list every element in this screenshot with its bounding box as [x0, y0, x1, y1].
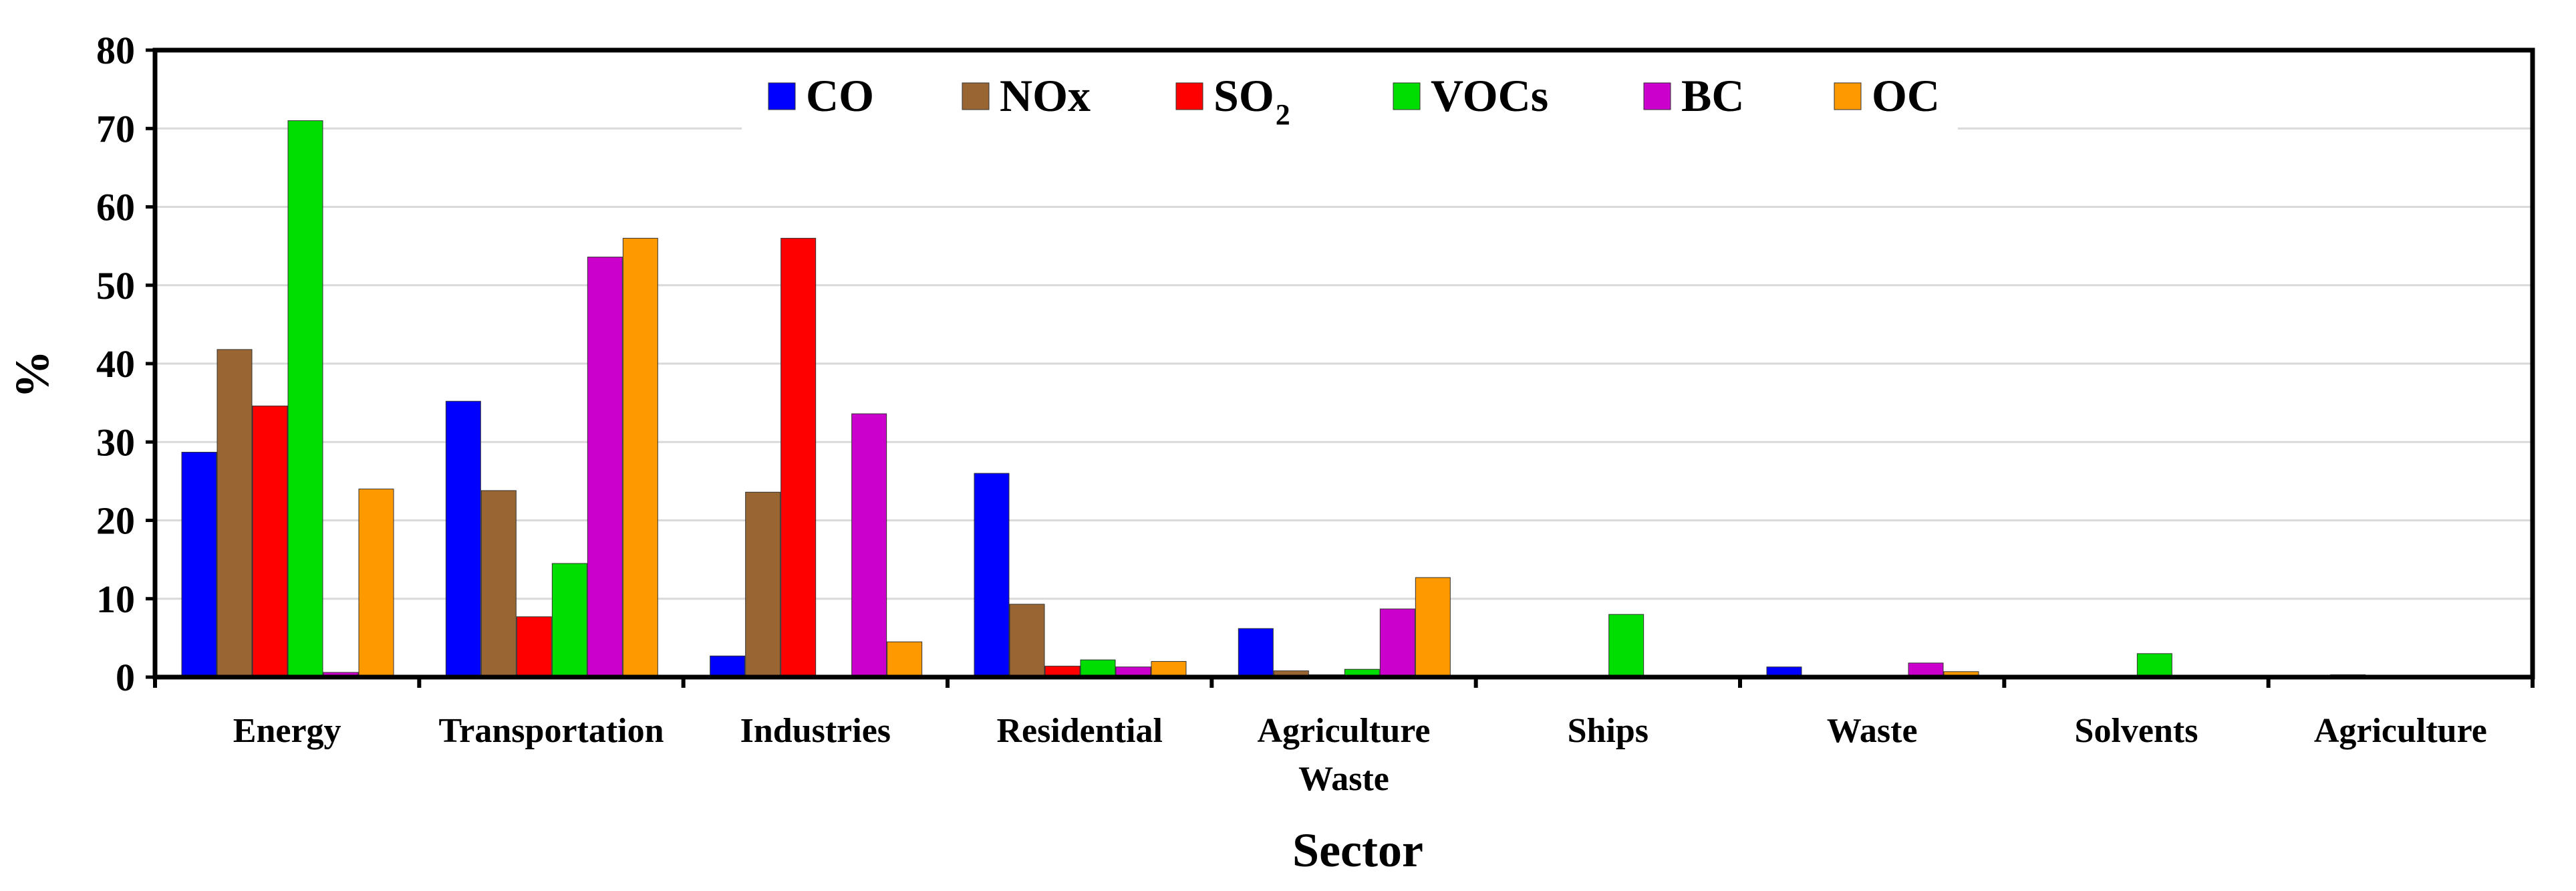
legend-label-vocs: VOCs [1431, 70, 1548, 121]
bar-nox-0 [217, 349, 253, 678]
y-tick-label: 70 [96, 107, 135, 150]
bar-vocs-7 [2136, 653, 2172, 678]
bars [181, 120, 2366, 678]
legend-label-oc: OC [1872, 70, 1940, 121]
x-tick-label: Industries [740, 712, 891, 750]
legend-swatch-bc [1643, 82, 1671, 110]
legend-label-subscript: 2 [1276, 98, 1290, 131]
x-tick-label: Solvents [2075, 712, 2198, 750]
y-tick-label: 30 [96, 420, 135, 464]
legend-swatch-vocs [1393, 82, 1421, 110]
legend: CO NOx SO 2 VOCs BC OC [742, 70, 1958, 135]
bar-co-1 [445, 400, 481, 678]
x-tick-label: Waste [1298, 760, 1389, 798]
bar-vocs-0 [287, 120, 323, 678]
bar-so-0 [252, 405, 288, 678]
legend-swatch-nox [962, 82, 990, 110]
legend-swatch-so [1175, 82, 1203, 110]
bar-bc-2 [851, 413, 887, 678]
bar-oc-0 [358, 489, 394, 678]
bar-so-2 [780, 237, 817, 678]
bar-so-1 [516, 616, 552, 678]
x-tick-label: Waste [1827, 712, 1918, 750]
legend-swatch-oc [1834, 82, 1862, 110]
x-axis-title: Sector [1292, 823, 1423, 877]
legend-label-bc: BC [1681, 70, 1744, 121]
y-tick-label: 50 [96, 264, 135, 307]
bar-nox-3 [1009, 604, 1045, 678]
x-tick-label: Transportation [438, 712, 664, 750]
y-tick-label: 60 [96, 186, 135, 229]
bar-oc-3 [1151, 661, 1187, 678]
bar-co-2 [710, 655, 746, 678]
x-tick-label: Ships [1568, 712, 1649, 750]
y-tick-labels: 0 10 20 30 40 50 60 70 80 [96, 29, 135, 699]
bar-oc-2 [887, 641, 923, 678]
bar-oc-1 [622, 237, 658, 678]
bar-nox-1 [480, 490, 517, 678]
legend-label-nox: NOx [1000, 70, 1091, 121]
bar-oc-4 [1415, 577, 1451, 678]
y-tick-label: 40 [96, 342, 135, 386]
bar-bc-4 [1379, 608, 1415, 678]
y-axis-title: % [5, 350, 59, 398]
x-tick-label: Agriculture [1258, 712, 1431, 750]
y-tick-label: 20 [96, 499, 135, 543]
bar-co-4 [1238, 628, 1274, 678]
bar-vocs-1 [551, 563, 587, 678]
bar-vocs-3 [1080, 659, 1116, 678]
bar-vocs-5 [1608, 614, 1644, 678]
bar-bc-1 [587, 257, 623, 678]
y-tick-label: 0 [116, 656, 135, 699]
y-tick-label: 10 [96, 578, 135, 621]
x-tick-label: Energy [233, 712, 341, 750]
axes [146, 47, 2535, 688]
bar-co-3 [974, 473, 1010, 678]
x-tick-labels: Energy Transportation Industries Residentia… [233, 712, 2487, 798]
legend-label-so: SO [1213, 70, 1274, 121]
bar-nox-2 [745, 491, 781, 678]
legend-swatch-co [768, 82, 796, 110]
gridlines [155, 49, 2533, 600]
x-tick-label: Residential [996, 712, 1162, 750]
legend-label-co: CO [806, 70, 874, 121]
y-tick-label: 80 [96, 29, 135, 72]
legend-background [742, 74, 1958, 135]
bar-co-0 [181, 451, 217, 678]
x-tick-label: Agriculture [2314, 712, 2487, 750]
